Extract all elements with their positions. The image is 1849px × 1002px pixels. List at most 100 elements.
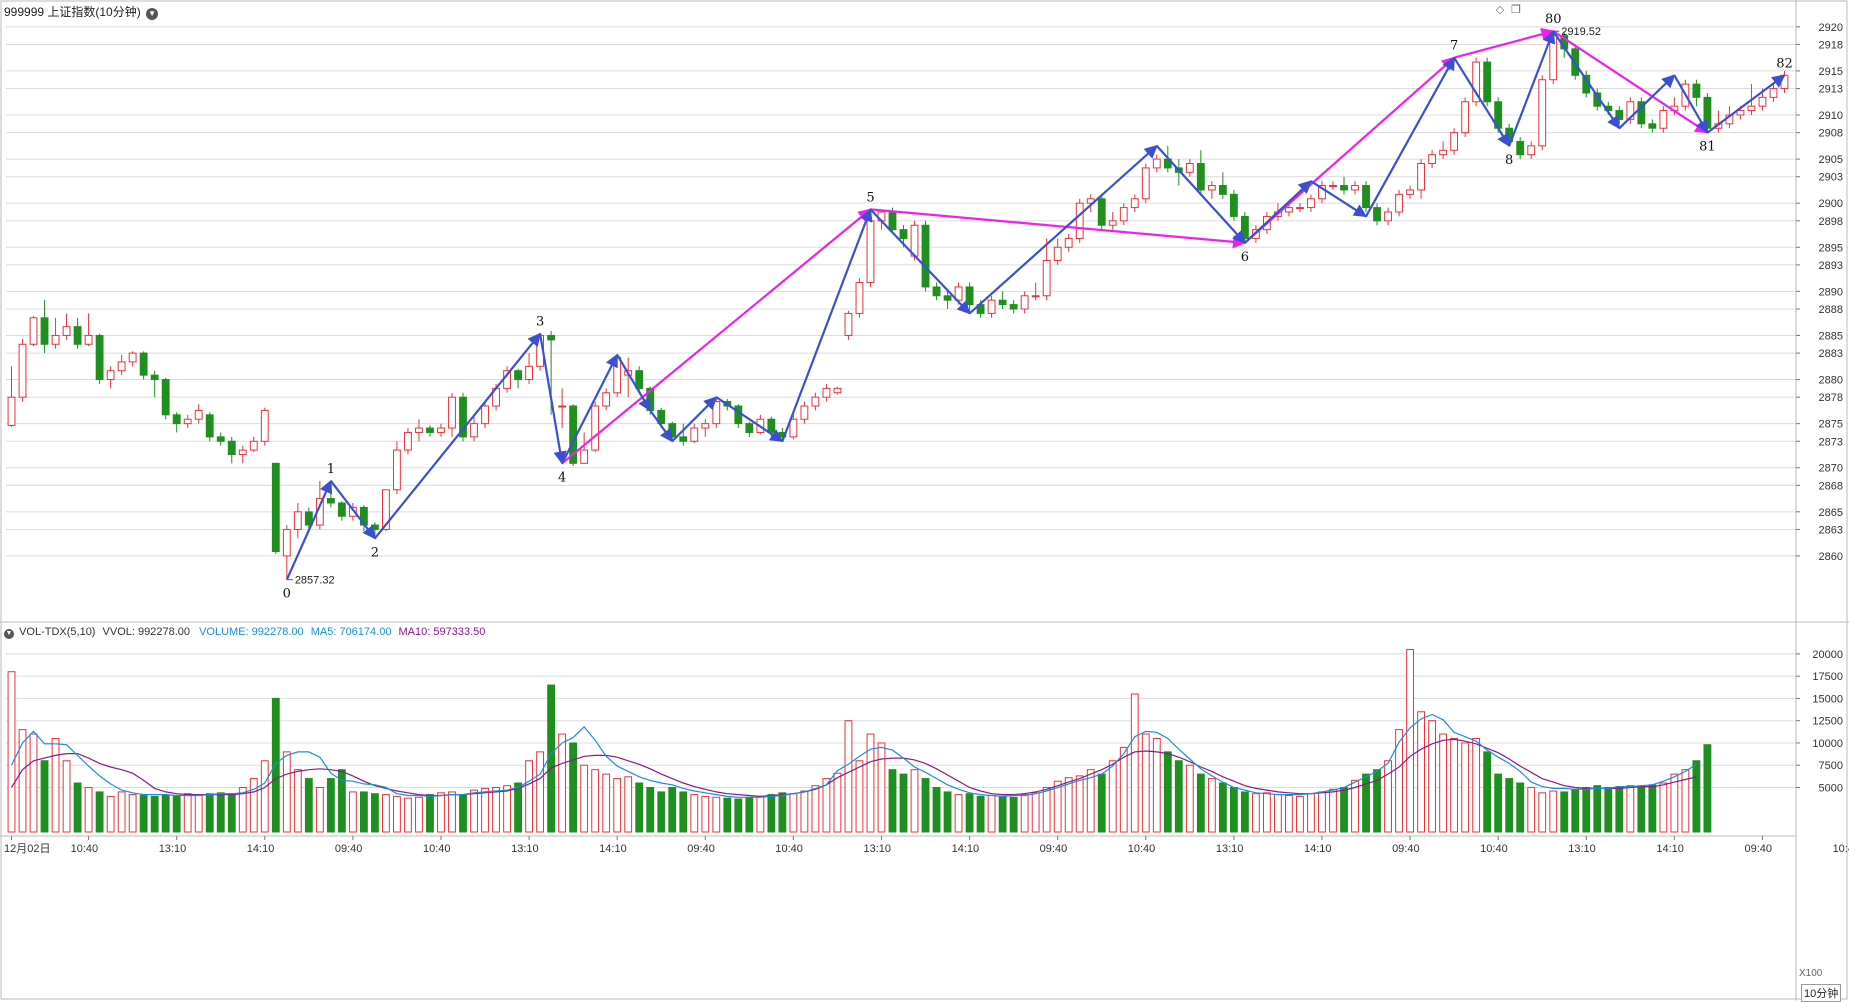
volume-bar (326, 778, 335, 833)
volume-bar (1417, 711, 1426, 833)
volume-bar (1053, 780, 1062, 833)
candle-body (150, 374, 159, 381)
volume-bar (1670, 773, 1679, 833)
candle (1516, 137, 1525, 160)
candle (1340, 176, 1348, 195)
volume-bar (646, 786, 655, 833)
candle (84, 313, 93, 347)
volume-bar (404, 797, 412, 833)
time-tick-label: 13:10 (863, 843, 891, 855)
volume-bar (877, 742, 886, 833)
candle-body (1031, 295, 1040, 298)
volume-bar (987, 794, 996, 833)
volume-bar (1020, 794, 1029, 833)
candle-body (954, 286, 963, 301)
candle (426, 425, 434, 437)
volume-bar (1064, 777, 1073, 833)
candle-body (1703, 96, 1712, 129)
candle-body (701, 423, 710, 429)
candle-body (227, 440, 236, 456)
candle (1615, 106, 1624, 124)
vvol-value: VVOL: 992278.00 (102, 626, 191, 638)
candle-body (404, 431, 412, 451)
candle (1307, 194, 1315, 212)
volume-bar (415, 796, 423, 833)
chevron-down-icon[interactable]: ▼ (4, 629, 14, 639)
candle (459, 392, 467, 442)
volume-bar (1395, 729, 1403, 833)
volume-bar (1692, 760, 1701, 833)
candle-body (117, 361, 126, 372)
volume-bar (811, 785, 820, 833)
volume-bar (1681, 769, 1690, 833)
candle-body (712, 401, 721, 425)
candle-body (304, 511, 313, 526)
candle (1637, 97, 1646, 129)
period-label[interactable]: 10分钟 (1801, 984, 1842, 1002)
volume-bar (1329, 788, 1337, 833)
candle-body (965, 286, 974, 306)
candle-body (1439, 149, 1448, 156)
candle (822, 383, 831, 402)
price-tick-label: 2903 (1819, 172, 1843, 184)
volume-bar (844, 720, 853, 833)
volume-bar (1031, 792, 1040, 833)
candle-body (139, 352, 148, 376)
wave-label: 3 (536, 315, 544, 330)
diamond-icon[interactable]: ◇ (1495, 4, 1505, 16)
volume-bar (481, 787, 489, 833)
candle (1185, 159, 1194, 177)
price-tick-label: 2885 (1819, 330, 1843, 342)
candle (734, 404, 743, 429)
candle (1130, 194, 1139, 212)
candle (591, 401, 600, 452)
candle-body (800, 405, 809, 420)
volume-bar (778, 792, 787, 833)
candle-body (282, 528, 291, 557)
candle (282, 525, 291, 580)
volume-bar (514, 782, 522, 833)
restore-window-icon[interactable]: ❐ (1511, 4, 1521, 16)
volume-bar (1461, 742, 1470, 833)
time-tick-label: 09:40 (1392, 843, 1420, 855)
volume-bar (249, 778, 258, 833)
blue-wave-segment (1673, 74, 1709, 134)
candle-body (932, 286, 941, 297)
volume-bars (7, 648, 1712, 833)
candle (1472, 57, 1481, 107)
candle-body (635, 370, 644, 389)
volume-bar (1604, 786, 1613, 833)
volume-bar (1505, 778, 1514, 833)
candle (690, 423, 699, 444)
candle-body (40, 317, 49, 345)
candle (128, 351, 137, 367)
volume-bar (1373, 769, 1381, 833)
volume-bar (756, 795, 765, 833)
candle-body (767, 418, 776, 433)
volume-bar (1229, 786, 1238, 833)
volume-bar (40, 760, 49, 833)
candle (106, 366, 115, 389)
candle (1119, 203, 1128, 226)
candle (40, 300, 49, 354)
time-tick-label: 13:10 (159, 843, 187, 855)
candle-body (1185, 163, 1194, 173)
volume-bar (1406, 648, 1414, 833)
candle (1196, 150, 1205, 195)
candle-body (348, 506, 357, 517)
wave-label: 0 (283, 587, 291, 602)
candle-body (271, 462, 280, 552)
candle-body (1736, 110, 1745, 116)
blue-wave-segment (869, 208, 971, 315)
blue-wave-segment (329, 480, 376, 540)
candle (293, 503, 302, 539)
volume-bar (216, 792, 225, 833)
candle-body (1362, 185, 1370, 209)
candle (1439, 141, 1448, 160)
volume-bar (1042, 786, 1051, 833)
price-tick-label: 2908 (1819, 128, 1843, 140)
chevron-down-icon[interactable]: ▼ (146, 8, 159, 20)
volume-bar (668, 786, 677, 833)
